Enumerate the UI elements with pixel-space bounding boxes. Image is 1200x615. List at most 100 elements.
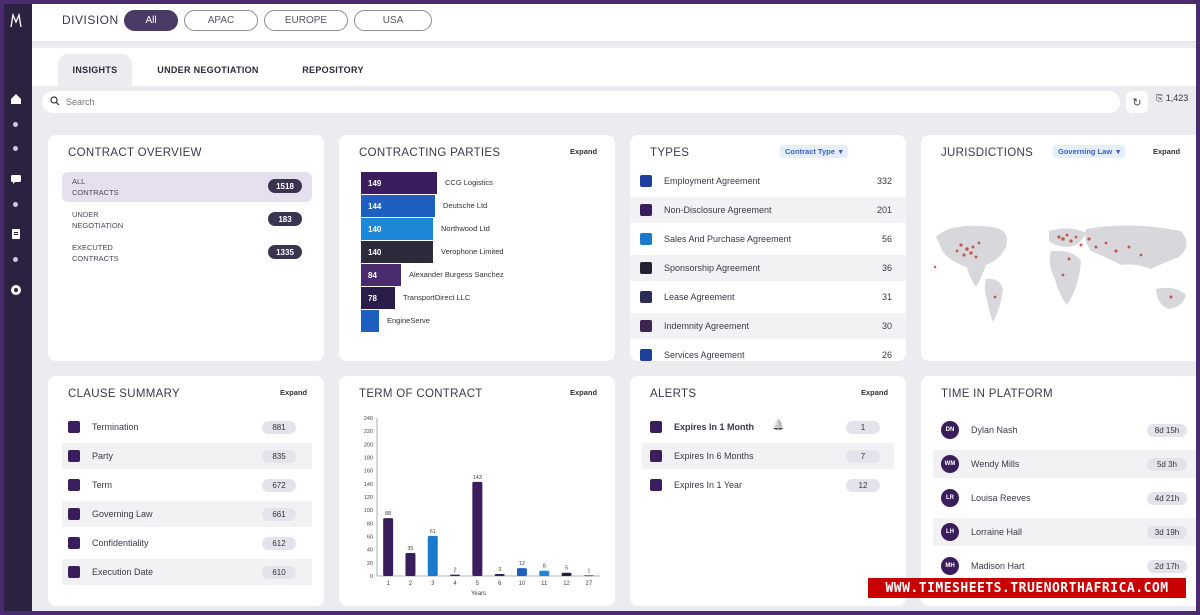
user-time: 5d 3h [1147,458,1187,471]
chat-icon[interactable] [9,172,23,186]
y-tick-label: 140 [364,482,373,488]
clause-row[interactable]: Execution Date 610 [62,559,312,585]
party-bar[interactable]: 140 [361,218,433,240]
alert-row[interactable]: Expires In 1 Month 🔔 1 [642,414,894,440]
division-usa-button[interactable]: USA [354,10,432,31]
expand-button[interactable]: Expand [1153,147,1181,156]
party-bar[interactable]: 144 [361,195,435,217]
bar-data-label: 61 [430,529,436,535]
tab-under-negotiation[interactable]: UNDER NEGOTIATION [157,65,259,75]
party-bar[interactable]: 78 [361,287,395,309]
chart-bar[interactable] [516,568,527,576]
alert-row[interactable]: Expires In 6 Months 7 [642,443,894,469]
clause-color-swatch [68,566,80,578]
chart-bar[interactable] [405,552,416,576]
party-bar[interactable]: 84 [361,264,401,286]
contracting-parties-card: CONTRACTING PARTIES Expand 149 CCG Logist… [339,135,615,361]
party-bar[interactable] [361,310,379,332]
logo-icon[interactable] [9,13,23,28]
world-map[interactable] [931,217,1200,327]
search-input[interactable] [66,94,666,110]
term-bar-chart: 0204060801001201401601802002202408813526… [364,416,600,597]
document-icon[interactable] [9,227,23,241]
type-count: 36 [881,263,892,273]
chart-bar[interactable] [539,570,550,576]
type-row[interactable]: Services Agreement 26 [630,342,906,361]
chart-bar[interactable] [494,574,505,576]
user-row[interactable]: LR Louisa Reeves 4d 21h [933,484,1200,512]
overview-label: EXECUTED [72,243,113,252]
division-bar: DIVISION All APAC EUROPE USA [32,0,1200,42]
user-row[interactable]: MH Madison Hart 2d 17h [933,552,1200,580]
governing-law-filter[interactable]: Governing Law ▾ [1053,145,1125,158]
nav-dot-icon[interactable] [13,202,18,207]
home-icon[interactable] [9,92,23,106]
type-label: Sponsorship Agreement [664,263,761,273]
overview-row-negotiation[interactable]: UNDER NEGOTIATION 183 [62,205,312,235]
user-row[interactable]: LH Lorraine Hall 3d 19h [933,518,1200,546]
clause-row[interactable]: Confidentiality 612 [62,530,312,556]
user-row[interactable]: DN Dylan Nash 8d 15h [933,416,1200,444]
tab-insights[interactable]: INSIGHTS [58,54,132,86]
chart-bar[interactable] [583,575,594,577]
user-time: 3d 19h [1147,526,1187,539]
nav-dot-icon[interactable] [13,146,18,151]
filter-label: Governing Law [1058,147,1113,156]
clause-row[interactable]: Governing Law 661 [62,501,312,527]
overview-row-executed[interactable]: EXECUTED CONTRACTS 1335 [62,238,312,268]
chart-bar[interactable] [472,481,483,576]
party-bar[interactable]: 140 [361,241,433,263]
bar-data-label: 143 [473,475,482,481]
division-all-button[interactable]: All [124,10,178,31]
tab-bar: INSIGHTS UNDER NEGOTIATION REPOSITORY [32,48,1200,86]
search-icon [50,96,60,106]
x-tick-label: 3 [431,581,435,587]
clause-row[interactable]: Term 672 [62,472,312,498]
tab-repository[interactable]: REPOSITORY [302,65,364,75]
jurisdictions-card: JURISDICTIONS Governing Law ▾ Expand [921,135,1200,361]
chevron-down-icon: ▾ [1116,147,1120,156]
y-tick-label: 240 [364,416,373,422]
chart-bar[interactable] [450,574,461,576]
type-label: Non-Disclosure Agreement [664,205,772,215]
chart-bar[interactable] [427,535,438,576]
type-row[interactable]: Sponsorship Agreement 36 [630,255,906,281]
contract-type-filter[interactable]: Contract Type ▾ [780,145,848,158]
party-bar[interactable]: 149 [361,172,437,194]
bar-data-label: 12 [519,561,525,567]
type-row[interactable]: Indemnity Agreement 30 [630,313,906,339]
chart-bar[interactable] [383,518,394,576]
search-bar [42,91,1120,113]
type-row[interactable]: Sales And Purchase Agreement 56 [630,226,906,252]
expand-button[interactable]: Expand [280,388,308,397]
nav-dot-icon[interactable] [13,122,18,127]
overview-row-all[interactable]: ALL CONTRACTS 1518 [62,172,312,202]
alert-label: Expires In 6 Months [674,451,754,461]
alert-row[interactable]: Expires In 1 Year 12 [642,472,894,498]
user-row[interactable]: WM Wendy Mills 5d 3h [933,450,1200,478]
chart-bar[interactable] [561,572,572,576]
expand-button[interactable]: Expand [570,147,598,156]
type-row[interactable]: Non-Disclosure Agreement 201 [630,197,906,223]
contract-overview-card: CONTRACT OVERVIEW ALL CONTRACTS 1518 UNDE… [48,135,324,361]
bar-data-label: 2 [454,568,457,574]
type-row[interactable]: Lease Agreement 31 [630,284,906,310]
refresh-button[interactable]: ↻ [1126,91,1148,113]
settings-icon[interactable] [9,283,23,297]
y-tick-label: 200 [364,442,373,448]
expand-button[interactable]: Expand [570,388,598,397]
user-name: Madison Hart [971,561,1025,571]
clause-row[interactable]: Party 835 [62,443,312,469]
type-color-swatch [640,233,652,245]
y-tick-label: 80 [367,521,373,527]
type-count: 30 [881,321,892,331]
division-europe-button[interactable]: EUROPE [264,10,348,31]
y-tick-label: 0 [370,574,373,580]
expand-button[interactable]: Expand [861,388,889,397]
division-apac-button[interactable]: APAC [184,10,258,31]
bar-data-label: 3 [498,567,501,573]
type-row[interactable]: Employment Agreement 332 [630,168,906,194]
export-button[interactable]: ⎘ 1,423 [1156,93,1188,104]
nav-dot-icon[interactable] [13,257,18,262]
clause-row[interactable]: Termination 881 [62,414,312,440]
